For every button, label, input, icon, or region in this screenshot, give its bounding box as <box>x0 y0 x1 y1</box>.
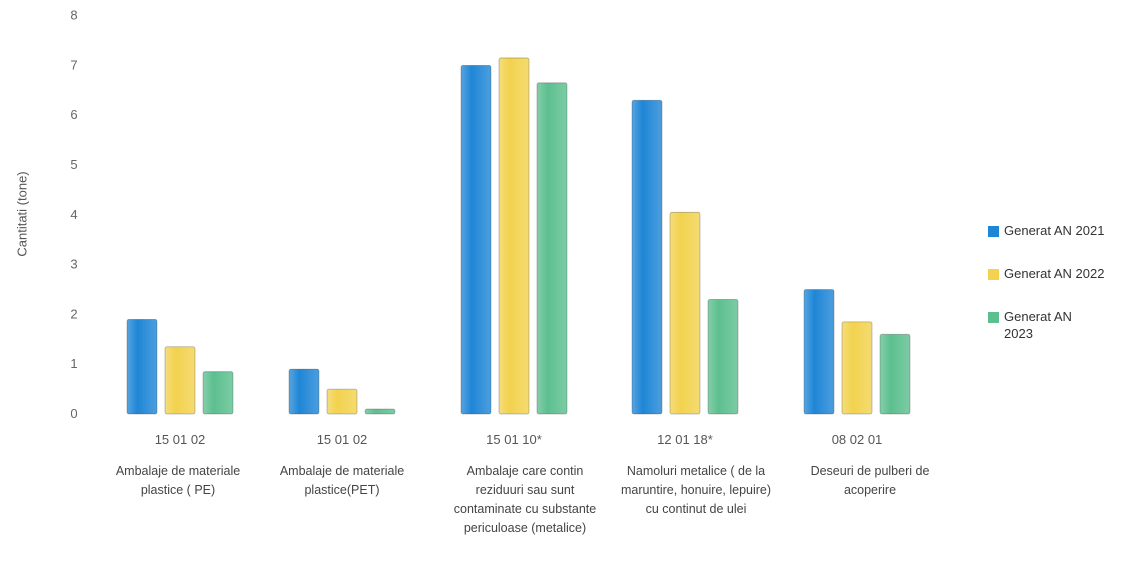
bar <box>460 65 492 415</box>
y-tick-label: 3 <box>70 257 77 272</box>
bar <box>536 82 568 415</box>
category-name-label: Namoluri metalice ( de la maruntire, hon… <box>620 464 772 516</box>
y-axis-label: Cantitati (tone) <box>14 171 30 257</box>
bar <box>669 211 701 415</box>
y-tick-label: 7 <box>70 57 77 72</box>
bar <box>498 57 530 415</box>
bar <box>631 99 663 415</box>
y-tick-label: 4 <box>70 207 77 222</box>
y-tick-label: 6 <box>70 107 77 122</box>
y-tick-label: 1 <box>70 356 77 371</box>
legend: Generat AN 2021 Generat AN 2022 Generat AN… <box>988 222 1133 368</box>
y-tick-label: 5 <box>70 157 77 172</box>
category-name-label: Ambalaje de materiale plastice ( PE) <box>115 464 241 497</box>
y-tick-label: 8 <box>70 8 77 23</box>
legend-label: Generat AN 2021 <box>1004 223 1105 238</box>
legend-swatch <box>988 312 999 323</box>
bar <box>364 408 396 415</box>
legend-label: Generat AN 2022 <box>1004 266 1105 281</box>
legend-swatch <box>988 269 999 280</box>
bar <box>841 321 873 415</box>
bar <box>707 299 739 415</box>
legend-item: Generat AN 2023 <box>988 308 1094 342</box>
bar <box>164 346 196 415</box>
legend-item: Generat AN 2022 <box>988 265 1133 282</box>
bar <box>202 371 234 415</box>
y-tick-label: 0 <box>70 406 77 421</box>
category-name-label: Ambalaje de materiale plastice(PET) <box>279 464 405 497</box>
x-tick-label: 15 01 02 <box>155 432 206 447</box>
x-tick-label: 12 01 18* <box>657 432 713 447</box>
legend-swatch <box>988 226 999 237</box>
bar <box>126 318 158 415</box>
x-tick-label: 15 01 02 <box>317 432 368 447</box>
legend-item: Generat AN 2021 <box>988 222 1133 239</box>
bar <box>879 333 911 415</box>
x-tick-label: 08 02 01 <box>832 432 883 447</box>
bar <box>803 289 835 415</box>
category-name-label: Ambalaje care contin reziduuri sau sunt … <box>453 464 597 535</box>
legend-label: Generat AN 2023 <box>1004 309 1072 341</box>
y-tick-label: 2 <box>70 306 77 321</box>
bar <box>288 368 320 415</box>
x-tick-label: 15 01 10* <box>486 432 542 447</box>
bar <box>326 388 358 415</box>
category-name-label: Deseuri de pulberi de acoperire <box>810 464 930 497</box>
